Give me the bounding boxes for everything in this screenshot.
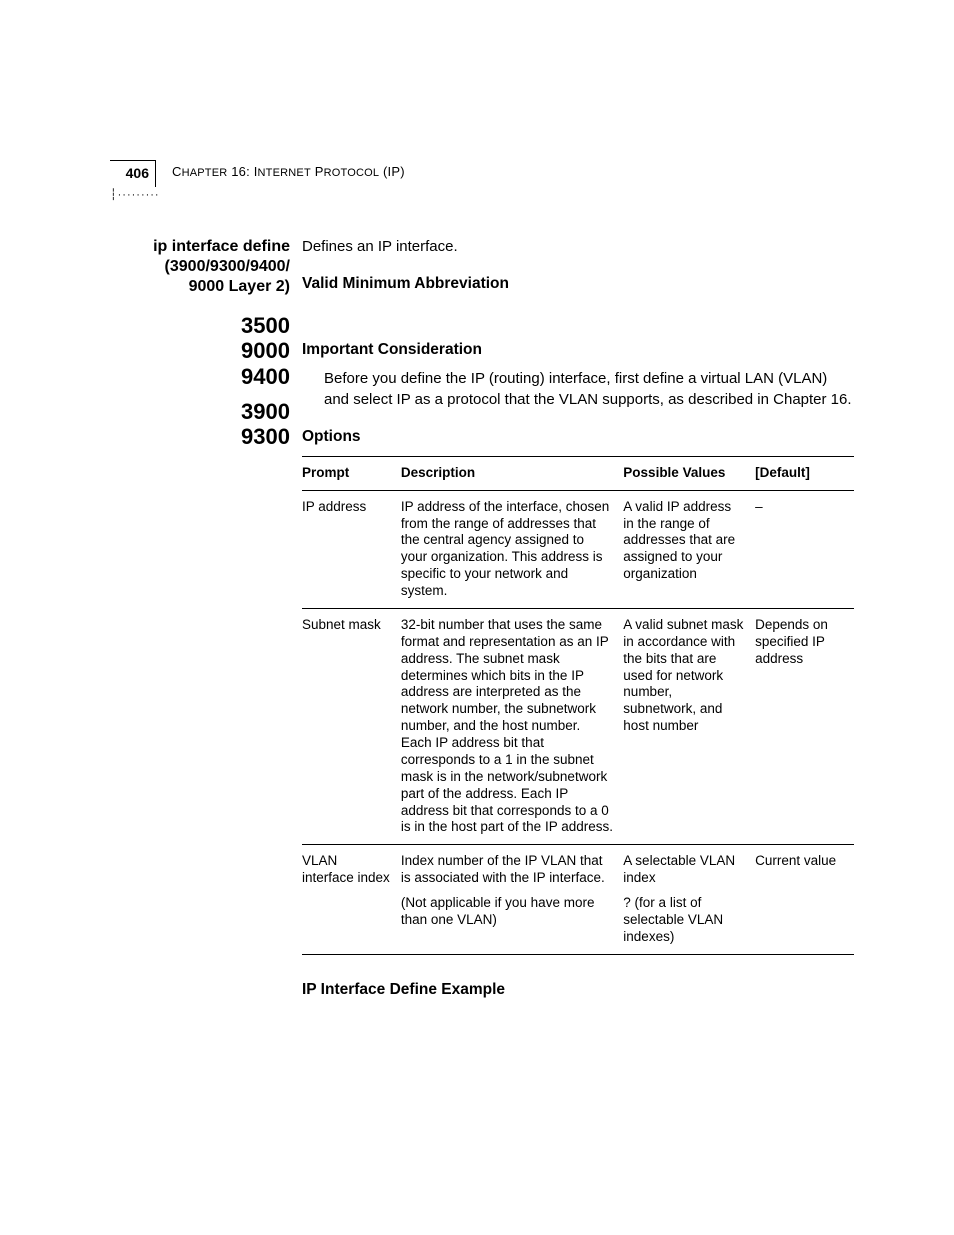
command-title-line: ip interface define xyxy=(120,237,290,257)
chapter-text: C xyxy=(172,164,182,179)
th-default: [Default] xyxy=(755,456,854,490)
cell-possible-secondary: ? (for a list of selectable VLAN indexes… xyxy=(623,895,745,946)
model-list: 3500 9000 9400 3900 9300 xyxy=(120,313,290,449)
th-possible-values: Possible Values xyxy=(623,456,755,490)
chapter-text: (IP) xyxy=(379,164,405,179)
command-title-line: (3900/9300/9400/ xyxy=(120,257,290,277)
chapter-text: HAPTER xyxy=(182,167,228,179)
cell-prompt: VLAN interface index xyxy=(302,845,401,954)
cell-description: Index number of the IP VLAN that is asso… xyxy=(401,845,623,954)
left-margin-column: ip interface define (3900/9300/9400/ 900… xyxy=(120,237,290,449)
command-title-line: 9000 Layer 2) xyxy=(120,277,290,297)
options-heading: Options xyxy=(302,428,854,446)
cell-prompt: IP address xyxy=(302,490,401,608)
model-number: 9300 xyxy=(120,424,290,449)
command-title: ip interface define (3900/9300/9400/ 900… xyxy=(120,237,290,297)
table-row: IP address IP address of the interface, … xyxy=(302,490,854,608)
important-consideration-heading: Important Consideration xyxy=(302,341,854,359)
chapter-text: NTERNET xyxy=(258,167,311,179)
options-table: Prompt Description Possible Values [Defa… xyxy=(302,456,854,955)
chapter-text: P xyxy=(311,164,324,179)
table-row: VLAN interface index Index number of the… xyxy=(302,845,854,954)
chapter-title: CHAPTER 16: INTERNET PROTOCOL (IP) xyxy=(172,164,405,179)
important-consideration-body: Before you define the IP (routing) inter… xyxy=(302,369,854,410)
valid-abbrev-heading: Valid Minimum Abbreviation xyxy=(302,275,854,293)
cell-default: – xyxy=(755,490,854,608)
model-number: 3500 xyxy=(120,313,290,338)
dotted-decoration: ┆········· xyxy=(110,188,160,201)
cell-description: 32-bit number that uses the same format … xyxy=(401,608,623,844)
cell-description-secondary: (Not applicable if you have more than on… xyxy=(401,895,613,929)
page-number: 406 xyxy=(110,160,156,187)
table-header-row: Prompt Description Possible Values [Defa… xyxy=(302,456,854,490)
th-description: Description xyxy=(401,456,623,490)
model-number: 9000 xyxy=(120,338,290,363)
cell-default: Depends on specified IP address xyxy=(755,608,854,844)
cell-description-primary: Index number of the IP VLAN that is asso… xyxy=(401,853,613,887)
cell-default: Current value xyxy=(755,845,854,954)
cell-possible: A selectable VLAN index ? (for a list of… xyxy=(623,845,755,954)
model-number: 9400 xyxy=(120,364,290,389)
chapter-text: 16: I xyxy=(227,164,257,179)
cell-possible-primary: A selectable VLAN index xyxy=(623,853,745,887)
intro-text: Defines an IP interface. xyxy=(302,237,854,257)
cell-possible: A valid subnet mask in accordance with t… xyxy=(623,608,755,844)
chapter-text: ROTOCOL xyxy=(324,167,380,179)
main-column: Defines an IP interface. Valid Minimum A… xyxy=(302,237,854,999)
cell-description: IP address of the interface, chosen from… xyxy=(401,490,623,608)
model-number: 3900 xyxy=(120,399,290,424)
model-gap xyxy=(120,389,290,399)
example-heading: IP Interface Define Example xyxy=(302,981,854,999)
cell-possible: A valid IP address in the range of addre… xyxy=(623,490,755,608)
table-row: Subnet mask 32-bit number that uses the … xyxy=(302,608,854,844)
th-prompt: Prompt xyxy=(302,456,401,490)
cell-prompt: Subnet mask xyxy=(302,608,401,844)
